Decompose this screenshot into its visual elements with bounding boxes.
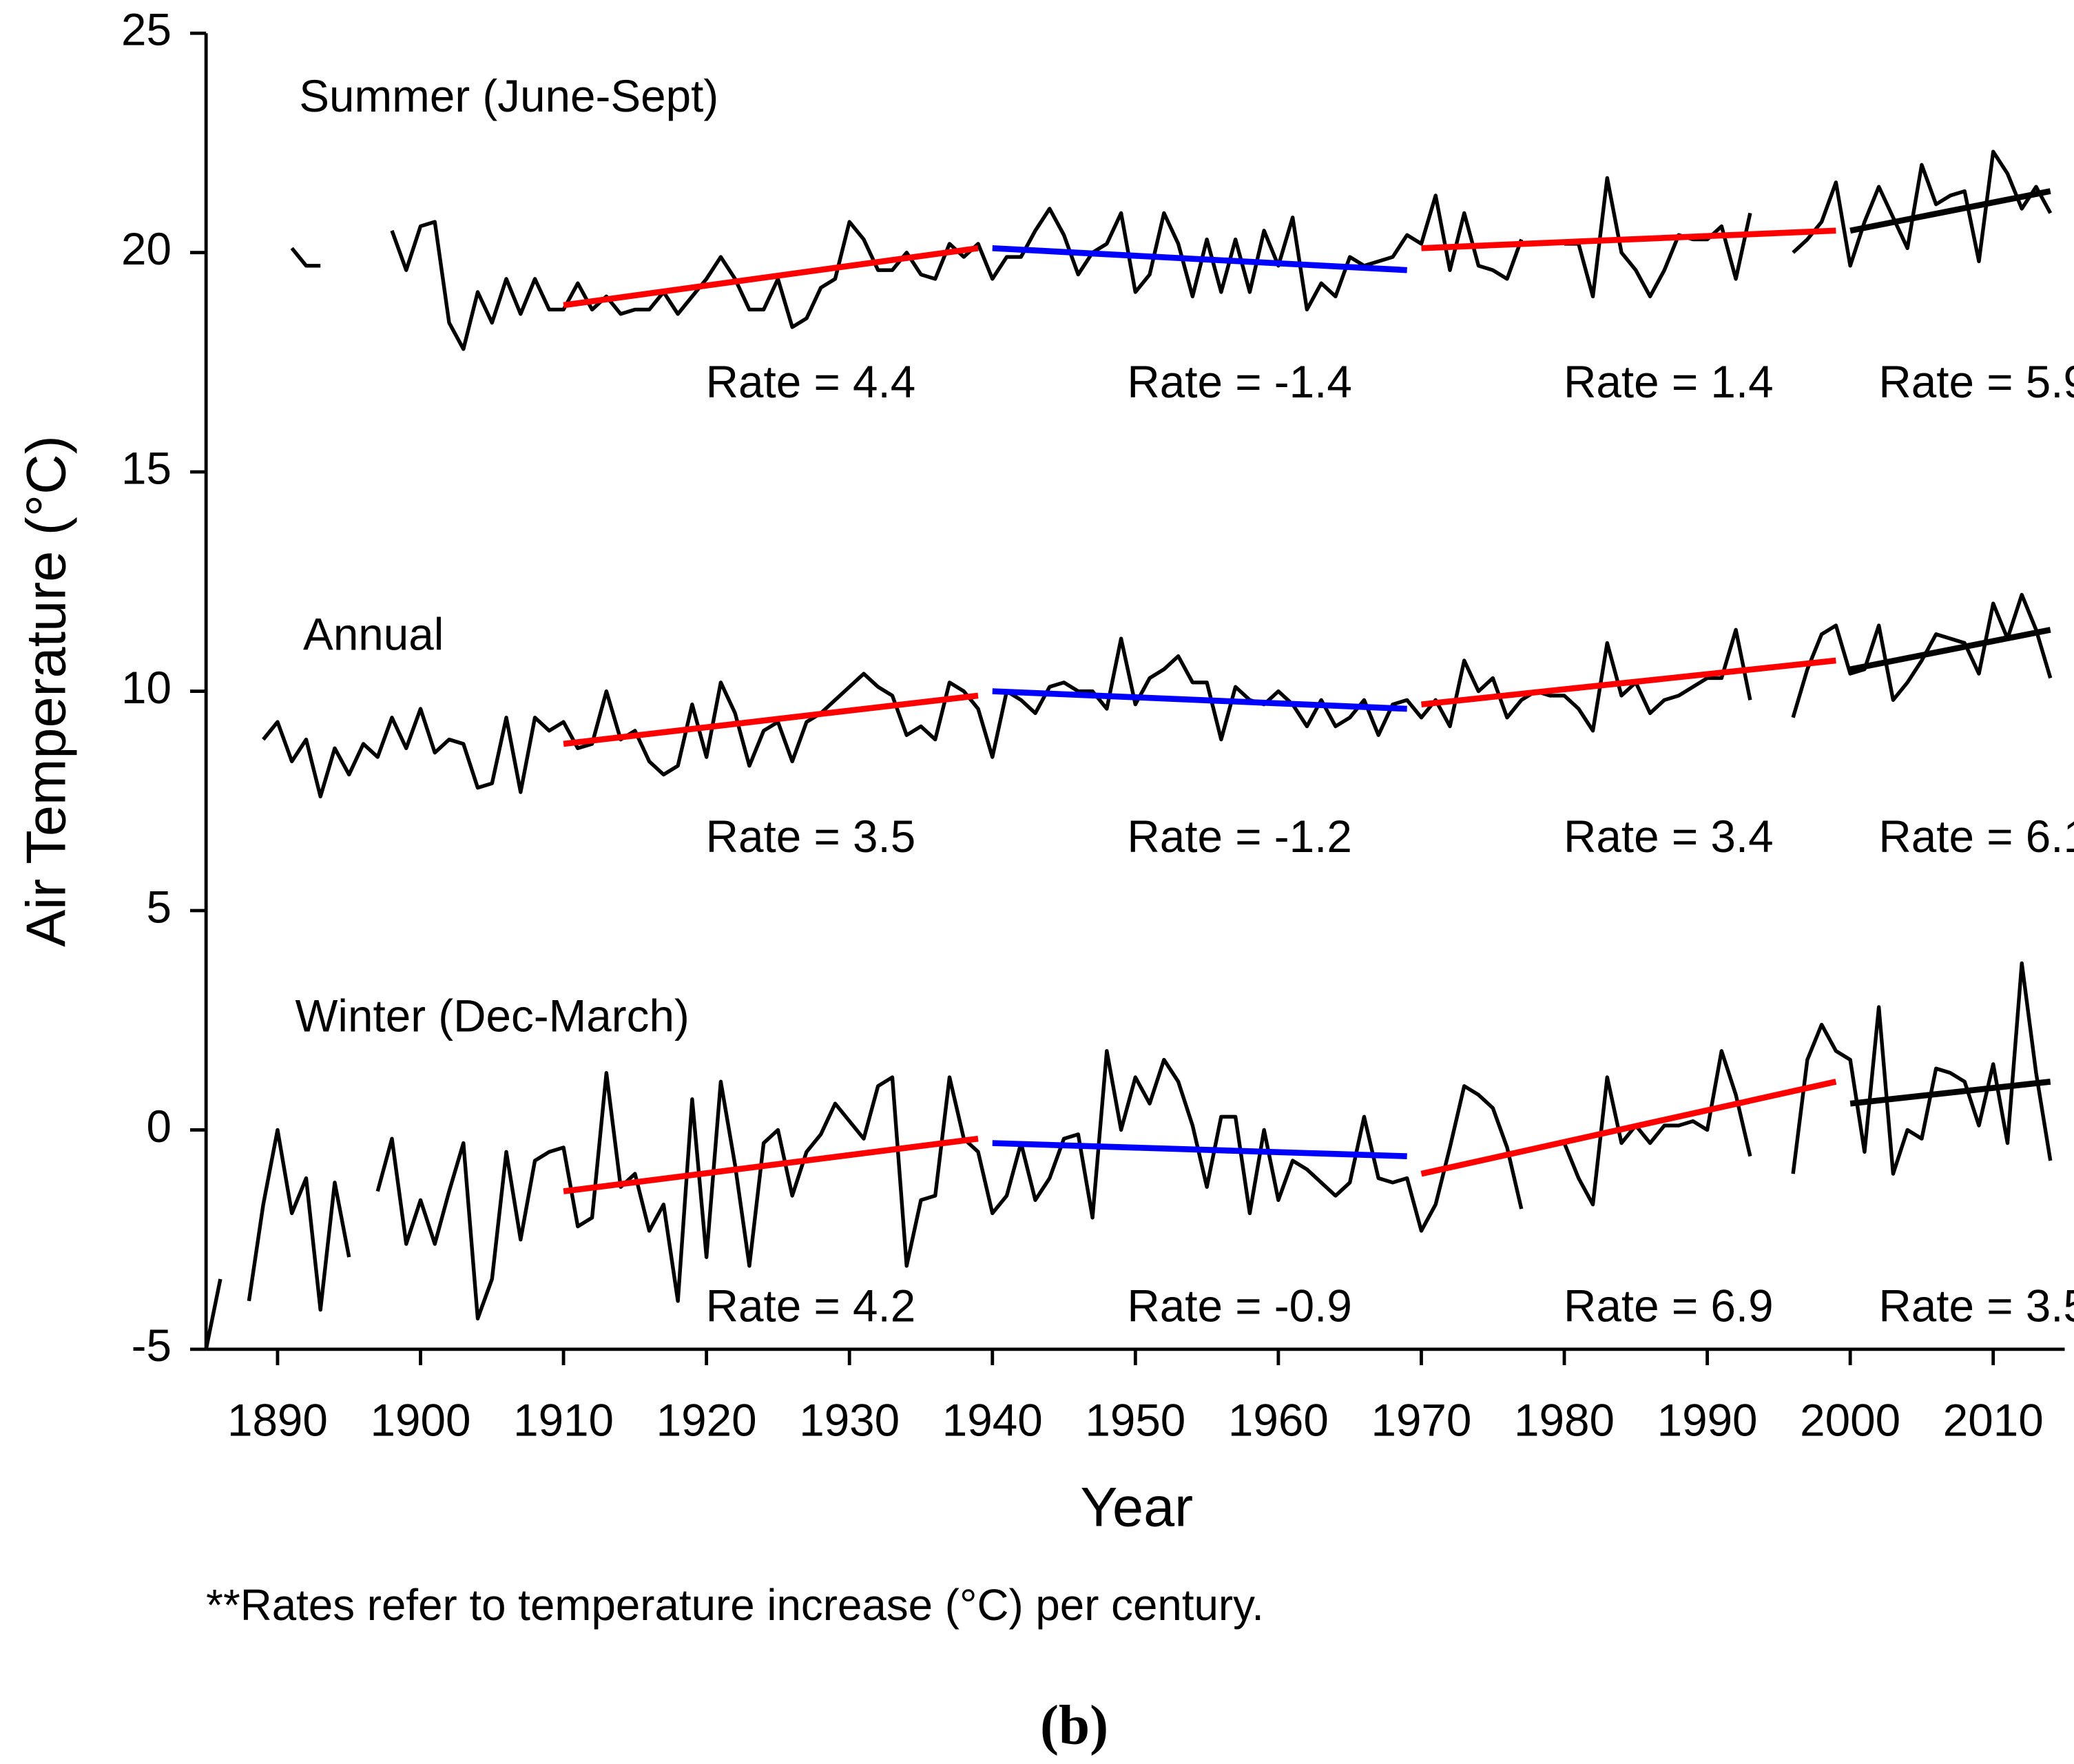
rate-label: Rate = 4.4 [706,357,916,407]
trend-line [1420,657,1836,707]
rate-label: Rate = 1.4 [1564,357,1774,407]
trend-line [1421,227,1836,251]
x-tick-label: 1910 [513,1395,614,1445]
x-tick-label: 1930 [799,1395,900,1445]
y-tick-label: 5 [146,882,172,932]
x-axis-title: Year [1080,1477,1193,1539]
trend-line [563,1135,979,1194]
trend-line [1420,1079,1837,1177]
x-tick-label: 1950 [1085,1395,1185,1445]
rate-label: Rate = 6.1 [1878,811,2074,862]
rate-label: Rate = 5.9 [1878,357,2074,407]
trend-line [992,1140,1407,1159]
x-tick-label: 2010 [1943,1395,2044,1445]
rate-label: Rate = 3.4 [1564,811,1774,862]
rate-label: Rate = -1.4 [1127,357,1351,407]
x-tick-label: 2000 [1800,1395,1900,1445]
x-tick-label: 1970 [1371,1395,1471,1445]
y-tick-label: 20 [121,224,172,274]
y-tick-label: 10 [121,663,172,713]
x-tick-label: 1990 [1657,1395,1758,1445]
series-line [204,961,2053,1350]
rate-label: Rate = 3.5 [1878,1280,2074,1331]
x-tick-label: 1920 [656,1395,757,1445]
y-tick-label: 0 [146,1101,172,1152]
rate-label: Rate = -1.2 [1127,811,1351,862]
trend-line [1849,1079,2051,1107]
x-tick-label: 1940 [942,1395,1043,1445]
rate-label: Rate = 4.2 [706,1280,916,1331]
trend-line [1849,627,2051,672]
y-tick-label: 25 [121,5,172,55]
x-tick-label: 1980 [1514,1395,1615,1445]
rate-label: Rate = -0.9 [1127,1280,1351,1331]
x-tick-label: 1960 [1228,1395,1329,1445]
rate-label: Rate = 3.5 [706,811,916,862]
series-label: Summer (June-Sept) [299,71,718,121]
trend-line [992,245,1407,273]
x-tick-label: 1890 [227,1395,328,1445]
y-tick-label: -5 [132,1320,172,1371]
y-axis-title: Air Temperature (°C) [16,435,78,946]
rate-label: Rate = 6.9 [1564,1280,1774,1331]
y-tick-label: 15 [121,443,172,493]
trend-line [992,688,1407,712]
x-tick-label: 1900 [371,1395,471,1445]
series-label: Annual [303,610,444,660]
series-label: Winter (Dec-March) [295,991,689,1041]
caption: (b) [1040,1694,1108,1756]
footnote: **Rates refer to temperature increase (°… [206,1581,1264,1630]
trend-line [563,692,979,747]
trend-line [563,245,979,309]
trend-line [1849,188,2051,234]
